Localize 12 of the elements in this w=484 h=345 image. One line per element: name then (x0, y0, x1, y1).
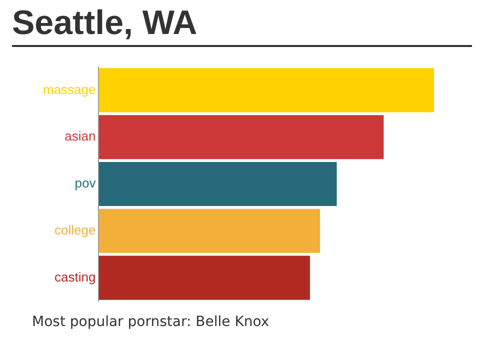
bar (98, 115, 384, 160)
chart-title: Seattle, WA (12, 4, 472, 47)
text: Most popular pornstar: Belle Knox (32, 314, 270, 330)
y-tick-label: college (54, 222, 96, 238)
bar (98, 208, 320, 253)
bar (98, 162, 337, 206)
bar (98, 68, 434, 112)
y-tick-label: asian (64, 128, 96, 144)
y-tick-label: pov (74, 176, 96, 191)
y-tick-label: massage (43, 82, 96, 97)
bar (98, 256, 310, 300)
y-tick-label: casting (54, 269, 96, 284)
